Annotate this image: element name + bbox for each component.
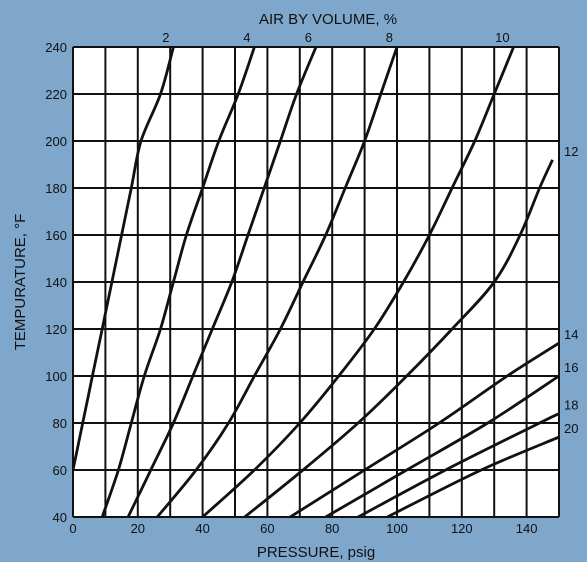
series-line-2 (73, 47, 175, 471)
y-tick-label: 220 (45, 87, 67, 102)
series-label-12: 12 (564, 144, 578, 159)
series-label-20: 20 (564, 421, 578, 436)
series-label-16: 16 (564, 360, 578, 375)
y-tick-label: 200 (45, 134, 67, 149)
series-line-12 (243, 159, 554, 517)
y-tick-label: 80 (53, 416, 67, 431)
top-axis-title: AIR BY VOLUME, % (259, 11, 397, 28)
series-label-10: 10 (495, 30, 509, 45)
y-tick-label: 60 (53, 463, 67, 478)
series-label-18: 18 (564, 398, 578, 413)
y-tick-label: 40 (53, 510, 67, 525)
series-line-10 (201, 47, 515, 517)
series-label-6: 6 (305, 30, 312, 45)
y-tick-label: 160 (45, 228, 67, 243)
series-line-16 (324, 374, 559, 517)
y-tick-label: 120 (45, 322, 67, 337)
x-axis-title: PRESSURE, psig (257, 544, 375, 561)
y-tick-label: 100 (45, 369, 67, 384)
x-tick-label: 100 (386, 521, 408, 536)
series-label-2: 2 (162, 30, 169, 45)
x-tick-label: 140 (516, 521, 538, 536)
y-tick-label: 140 (45, 275, 67, 290)
x-tick-label: 60 (260, 521, 274, 536)
series-label-8: 8 (386, 30, 393, 45)
x-tick-label: 40 (195, 521, 209, 536)
series-line-14 (289, 341, 559, 517)
series-labels: 2 4 6 8 10 12 14 16 18 20 (162, 30, 578, 436)
series-line-18 (357, 412, 559, 517)
y-axis-title: TEMPURATURE, °F (12, 214, 29, 351)
series-line-20 (386, 435, 559, 517)
series-line-6 (126, 47, 318, 517)
x-tick-label: 20 (131, 521, 145, 536)
x-tick-label: 120 (451, 521, 473, 536)
tick-labels: 0 20 40 60 80 100 120 140 40 60 80 100 120 140 160 180 2… (45, 40, 537, 536)
x-tick-label: 0 (69, 521, 76, 536)
grid-lines (72, 46, 560, 518)
series-line-4 (100, 47, 256, 517)
y-tick-label: 240 (45, 40, 67, 55)
series-curves (73, 47, 559, 517)
series-label-14: 14 (564, 327, 578, 342)
y-tick-label: 180 (45, 181, 67, 196)
series-label-4: 4 (243, 30, 250, 45)
series-line-8 (156, 47, 399, 517)
x-tick-label: 80 (325, 521, 339, 536)
